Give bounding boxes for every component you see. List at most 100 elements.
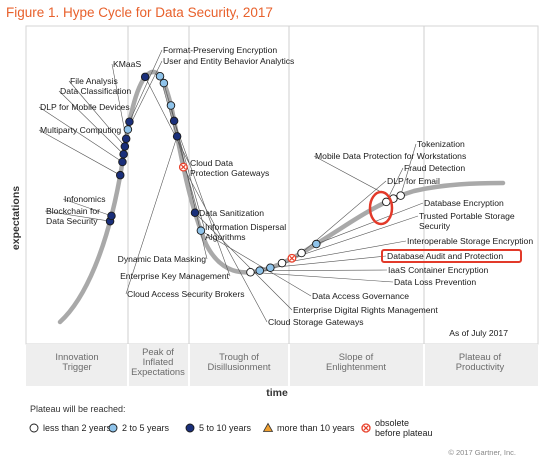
technology-label: User and Entity Behavior Analytics [163,56,294,66]
technology-marker-5to10 [118,157,127,167]
technology-label: Multiparty Computing [40,125,121,135]
y-axis-label: expectations [10,186,22,250]
technology-label: Mobile Data Protection for Workstations [315,151,466,161]
legend-marker-cross [363,425,369,431]
leader-line [62,198,112,217]
technology-marker-2to5 [312,239,321,249]
technology-label: Enterprise Key Management [120,271,230,281]
technology-marker-5to10 [107,211,116,221]
obsolete-cross [289,255,295,261]
technology-label: Cloud Storage Gateways [268,317,364,327]
technology-marker-5to10 [119,149,128,159]
leader-line [125,136,178,295]
technology-label: Database Audit and Protection [387,251,503,261]
phase-label: Plateau of Productivity [456,351,505,372]
figure-title: Figure 1. Hype Cycle for Data Security, … [6,5,273,20]
technology-marker-5to10 [125,117,134,127]
technology-label: Dynamic Data Masking [118,254,207,264]
phase-band-background [26,344,538,386]
technology-marker-5to10 [115,170,125,180]
legend-label: 2 to 5 years [122,423,170,433]
phase-label: Slope of Enlightenment [326,351,386,372]
leader-line [194,212,293,311]
technology-label: Format-Preserving Encryption [163,45,277,55]
x-axis-label: time [266,387,288,399]
technology-marker-2to5 [123,125,133,134]
phase-band: Innovation Trigger Peak of Inflated Expectat… [26,344,538,386]
technology-label: File Analysis [70,76,118,86]
legend-marker [29,423,39,433]
copyright: © 2017 Gartner, Inc. [448,448,516,457]
technology-marker-lt2 [246,267,255,277]
leader-line [291,215,419,259]
leader-line [159,76,199,214]
technology-label: Data Classification [60,86,131,96]
leader-line [38,129,121,176]
technology-label: DLP for Email [387,176,440,186]
technology-marker-5to10 [169,116,179,126]
technology-marker-5to10 [121,134,131,143]
legend-marker [262,422,274,432]
technology-label: Blockchain for Data Security [46,206,100,226]
as-of-date: As of July 2017 [449,328,508,338]
technology-marker-2to5 [266,263,275,272]
technology-label: Enterprise Digital Rights Management [293,305,438,315]
highlight-box [381,249,522,263]
phase-label: Innovation Trigger [55,351,98,372]
legend: Plateau will be reached: less than 2 yea… [29,404,433,438]
technology-marker-2to5 [255,266,264,275]
leader-line [173,120,231,277]
technology-marker-5to10 [190,208,200,218]
technology-label: Data Sanitization [199,208,264,218]
legend-label: obsolete before plateau [375,418,433,438]
leader-line [200,230,312,297]
legend-label: less than 2 years [43,423,112,433]
technology-marker-2to5 [159,78,169,88]
legend-label: 5 to 10 years [199,423,252,433]
technology-label: Data Access Governance [312,291,409,301]
legend-label: more than 10 years [277,423,355,433]
technology-label: Cloud Data Protection Gateways [190,158,269,178]
obsolete-cross [180,164,186,170]
technology-markers [105,72,405,277]
leader-line [38,106,123,163]
technology-label: Data Loss Prevention [394,277,476,287]
technology-marker-lt2 [297,248,306,258]
leader-line [250,271,394,283]
technology-label: DLP for Mobile Devices [40,102,130,112]
technology-marker-5to10 [172,132,182,141]
highlight-ellipse [368,190,394,226]
leader-line [129,49,163,122]
leader-line [44,210,111,222]
technology-marker-lt2 [277,258,287,268]
technology-marker-2to5 [196,226,206,235]
leader-line [111,63,127,139]
leader-line [183,166,268,323]
technology-label: Cloud Access Security Brokers [127,289,245,299]
legend-title: Plateau will be reached: [30,404,126,414]
technology-label: Interoperable Storage Encryption [407,236,533,246]
legend-marker [185,423,195,433]
leader-line [270,255,387,269]
leader-line [259,269,388,271]
technology-label: KMaaS [113,59,141,69]
leader-line [400,143,417,196]
technology-label: Database Encryption [424,198,504,208]
leader-line [127,60,163,130]
leader-line [68,80,126,147]
phase-label: Peak of Inflated Expectations [131,346,185,377]
technology-marker-2to5 [155,72,165,81]
technology-marker-2to5 [166,101,176,110]
leader-line [58,90,124,155]
technology-label: Infonomics [64,194,106,204]
technology-marker-5to10 [140,72,150,82]
technology-label: Fraud Detection [404,163,465,173]
technology-labels: Blockchain for Data Security Infonomics Mul… [40,45,533,327]
leader-line [281,240,407,264]
technology-label: Trusted Portable Storage Security [419,211,515,231]
technology-marker-5to10 [120,142,130,151]
leader-line [144,76,190,164]
phase-label: Trough of Disillusionment [207,351,270,372]
leader-line [316,202,424,245]
